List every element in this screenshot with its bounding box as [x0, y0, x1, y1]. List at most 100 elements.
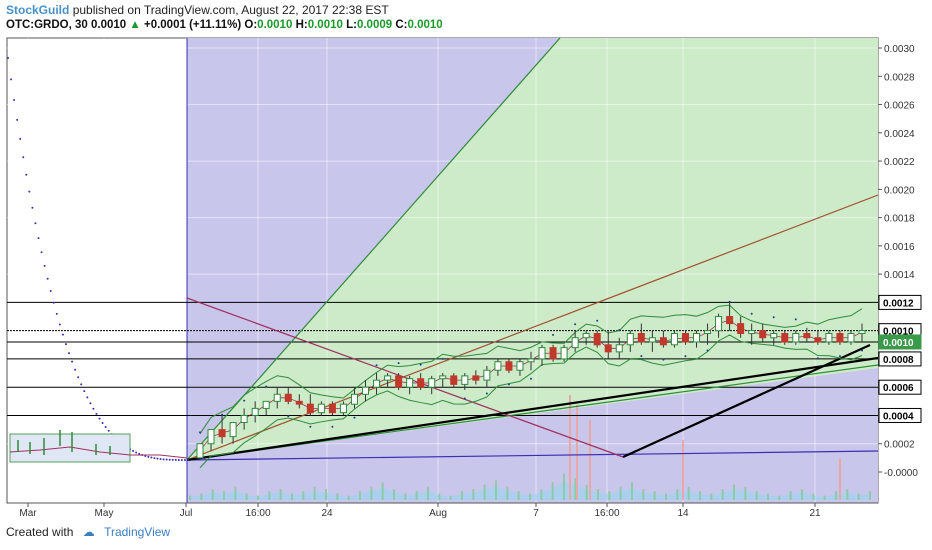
y-tick-label: 0.0028	[884, 72, 915, 83]
x-tick-label: Jul	[180, 508, 193, 519]
psar-dot	[25, 173, 28, 176]
price-tag-label: 0.0010	[883, 327, 914, 338]
psar-dot	[530, 377, 532, 380]
psar-dot	[441, 357, 444, 360]
candle-body	[737, 323, 745, 334]
psar-dot	[150, 456, 153, 459]
psar-dot	[55, 312, 58, 315]
psar-dot	[83, 390, 86, 393]
diagonal-red-line	[186, 297, 624, 458]
candle-body	[704, 330, 712, 334]
psar-dot	[618, 328, 621, 331]
psar-dot	[640, 355, 643, 358]
psar-dot	[68, 352, 71, 355]
open-label: O:	[244, 19, 258, 31]
candlesticks	[196, 302, 866, 459]
candle-body	[417, 378, 425, 388]
candle-body	[693, 332, 700, 343]
x-tick-label: 14	[677, 508, 689, 519]
psar-dot	[353, 416, 356, 419]
candle-body	[450, 375, 458, 385]
psar-dot	[162, 458, 165, 461]
candle-body	[317, 403, 325, 414]
candle-body	[836, 332, 844, 343]
psar-dot	[86, 396, 89, 399]
psar-dot	[135, 451, 138, 454]
psar-dot	[159, 458, 162, 461]
candle-body	[604, 344, 612, 353]
psar-dot	[375, 364, 378, 367]
psar-dot	[104, 426, 107, 429]
y-tick-label: 0.0014	[884, 270, 915, 281]
low-value: 0.0009	[356, 19, 393, 31]
psar-dot	[10, 78, 13, 81]
psar-dot	[463, 397, 466, 400]
candle-body	[637, 332, 645, 343]
candle-body	[373, 379, 381, 388]
y-tick-label: 0.0020	[884, 185, 915, 196]
candle-body	[814, 337, 822, 343]
candle-body	[527, 358, 535, 363]
psar-dot	[64, 343, 67, 346]
candle-body	[306, 403, 314, 414]
psar-dot	[485, 392, 488, 395]
candle-body	[428, 378, 436, 388]
price-tag	[878, 294, 922, 310]
psar-dot	[107, 429, 110, 432]
publisher-name[interactable]: StockGuild	[6, 3, 70, 17]
psar-dot	[95, 412, 98, 415]
psar-dot	[153, 457, 156, 460]
publish-header: StockGuild published on TradingView.com,…	[6, 3, 389, 17]
psar-dot	[71, 360, 74, 363]
psar-dot	[165, 458, 168, 461]
fan-green-low-line	[186, 364, 878, 461]
candle-body	[328, 403, 336, 414]
early-price-history	[7, 57, 189, 463]
candle-body	[218, 429, 226, 438]
psar-dot	[728, 300, 731, 303]
symbol-interval[interactable]: OTC:GRDO, 30	[6, 19, 88, 31]
psar-dot	[183, 458, 186, 461]
price-tag-label: 0.0012	[883, 298, 914, 309]
candle-body	[439, 375, 447, 380]
candle-body	[273, 393, 281, 402]
psar-dot	[132, 449, 135, 452]
psar-dot	[156, 457, 159, 460]
y-tick-label: -0.0000	[884, 468, 918, 479]
candle-body	[339, 403, 347, 414]
bottom-purple-line	[186, 450, 878, 461]
psar-dot	[419, 363, 422, 366]
tradingview-logo-icon[interactable]: ☁	[82, 525, 95, 539]
candle-body	[715, 316, 723, 332]
psar-dot	[243, 399, 246, 402]
price-axis[interactable]: 0.0030 0.0028 0.0026 0.0024 0.0022 0.0020 0.00…	[878, 44, 922, 479]
price-tag	[878, 379, 922, 395]
psar-dot	[662, 358, 665, 361]
candle-body	[781, 332, 789, 343]
psar-dot	[772, 316, 775, 319]
candle-body	[350, 393, 358, 405]
close-label: C:	[395, 19, 408, 31]
psar-dot	[92, 407, 95, 410]
tradingview-brand[interactable]: TradingView	[104, 525, 171, 539]
psar-dot	[77, 376, 80, 379]
psar-dot	[596, 319, 599, 322]
psar-dot	[52, 301, 55, 304]
psar-dot	[74, 368, 77, 371]
quote-line: OTC:GRDO, 30 0.0010 ▲ +0.0001 (+11.11%) …	[6, 19, 443, 31]
psar-dot	[16, 118, 19, 121]
candle-body	[483, 369, 491, 381]
psar-dot	[221, 413, 224, 416]
candle-body	[240, 414, 248, 424]
up-arrow-icon: ▲	[129, 19, 141, 31]
psar-dot	[574, 323, 577, 326]
high-value: 0.0010	[307, 19, 343, 31]
psar-dot	[265, 385, 268, 388]
psar-dot	[34, 222, 37, 225]
candle-body	[615, 344, 623, 353]
y-tick-label: 0.0026	[884, 101, 915, 112]
candle-body	[847, 332, 855, 343]
y-tick-label: 0.0018	[884, 214, 915, 225]
time-axis[interactable]: Mar May Jul 16:00 24 Aug 7 16:00 14 21	[7, 502, 878, 519]
